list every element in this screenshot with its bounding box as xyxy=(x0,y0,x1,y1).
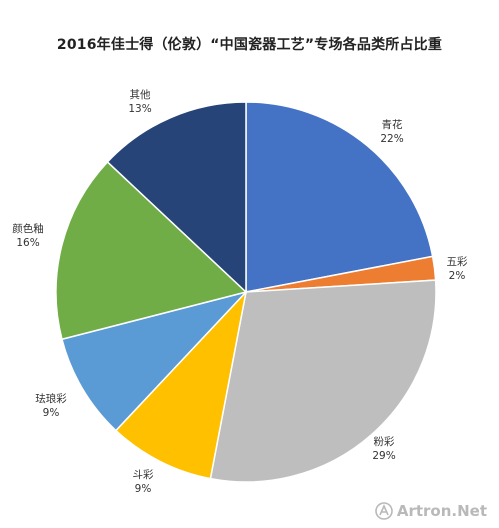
slice-value-0: 22% xyxy=(380,133,403,145)
watermark: Artron.Net xyxy=(375,502,487,520)
slice-value-1: 2% xyxy=(449,270,466,282)
slice-label-6: 其他 xyxy=(130,88,151,101)
pie-slice-5 xyxy=(55,160,248,341)
slice-label-1: 五彩 xyxy=(447,256,468,268)
slice-label-3: 斗彩 xyxy=(133,469,154,481)
pie-slice-0 xyxy=(245,101,434,293)
slice-value-5: 16% xyxy=(16,237,39,249)
chart-title: 2016年佳士得（伦敦）“中国瓷器工艺”专场各品类所占比重 xyxy=(56,37,443,53)
slice-label-4: 珐琅彩 xyxy=(35,392,67,405)
pie-slice-2 xyxy=(209,279,437,483)
slice-value-3: 9% xyxy=(135,483,152,495)
slice-label-5: 颜色釉 xyxy=(12,222,44,235)
pie-slice-3 xyxy=(114,289,248,480)
slice-value-4: 9% xyxy=(43,407,60,419)
slice-label-0: 青花 xyxy=(382,118,403,131)
slice-value-2: 29% xyxy=(372,450,395,462)
pie-slice-6 xyxy=(106,101,247,294)
slice-label-2: 粉彩 xyxy=(374,435,395,448)
slice-value-6: 13% xyxy=(128,103,151,115)
watermark-text: Artron.Net xyxy=(396,502,487,520)
pie-slice-4 xyxy=(61,290,249,432)
artron-logo-icon xyxy=(375,502,393,520)
